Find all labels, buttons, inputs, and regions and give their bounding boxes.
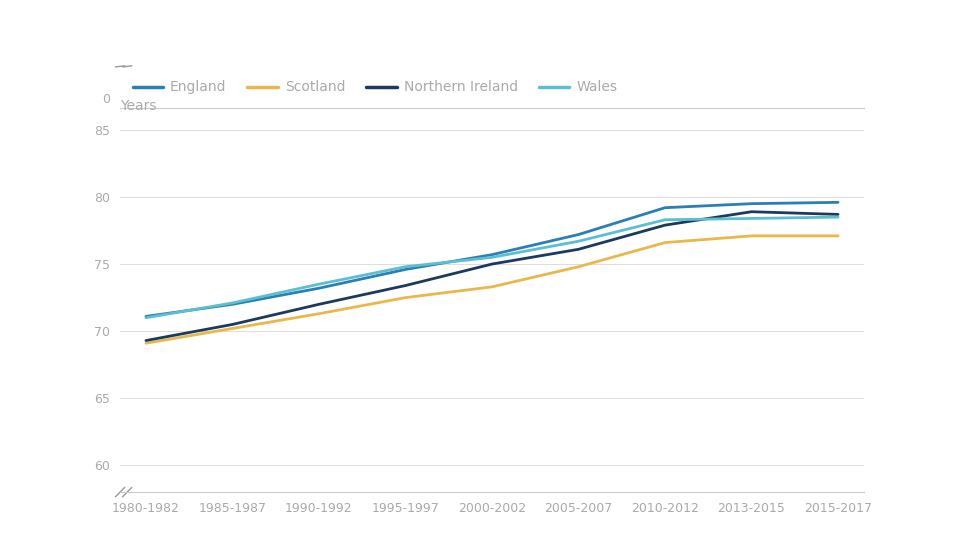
Northern Ireland: [746, 208, 757, 215]
Wales: [746, 215, 757, 222]
Scotland: [486, 284, 497, 290]
England: [140, 313, 152, 320]
England: [832, 199, 844, 206]
Wales: [399, 263, 411, 270]
England: [573, 231, 585, 238]
Line: Scotland: Scotland: [146, 236, 838, 343]
Wales: [832, 214, 844, 221]
Northern Ireland: [832, 211, 844, 218]
Northern Ireland: [573, 246, 585, 253]
Scotland: [140, 340, 152, 347]
England: [399, 266, 411, 273]
Scotland: [746, 233, 757, 239]
England: [746, 200, 757, 207]
Wales: [573, 238, 585, 244]
Wales: [227, 300, 238, 306]
Scotland: [313, 310, 324, 317]
Scotland: [227, 325, 238, 332]
England: [313, 285, 324, 291]
Wales: [313, 281, 324, 288]
Northern Ireland: [486, 261, 497, 268]
Line: Wales: Wales: [146, 217, 838, 318]
Northern Ireland: [140, 337, 152, 344]
Scotland: [573, 263, 585, 270]
Northern Ireland: [660, 222, 671, 228]
Northern Ireland: [399, 282, 411, 289]
Scotland: [660, 239, 671, 246]
England: [227, 301, 238, 307]
Legend: England, Scotland, Northern Ireland, Wales: England, Scotland, Northern Ireland, Wal…: [127, 75, 623, 100]
England: [660, 205, 671, 211]
Wales: [486, 254, 497, 260]
England: [486, 252, 497, 258]
Line: England: England: [146, 202, 838, 316]
Wales: [660, 216, 671, 223]
Wales: [140, 315, 152, 321]
Scotland: [399, 294, 411, 301]
Scotland: [832, 233, 844, 239]
Text: Years: Years: [120, 98, 156, 113]
Northern Ireland: [313, 301, 324, 307]
Northern Ireland: [227, 321, 238, 328]
Line: Northern Ireland: Northern Ireland: [146, 212, 838, 341]
